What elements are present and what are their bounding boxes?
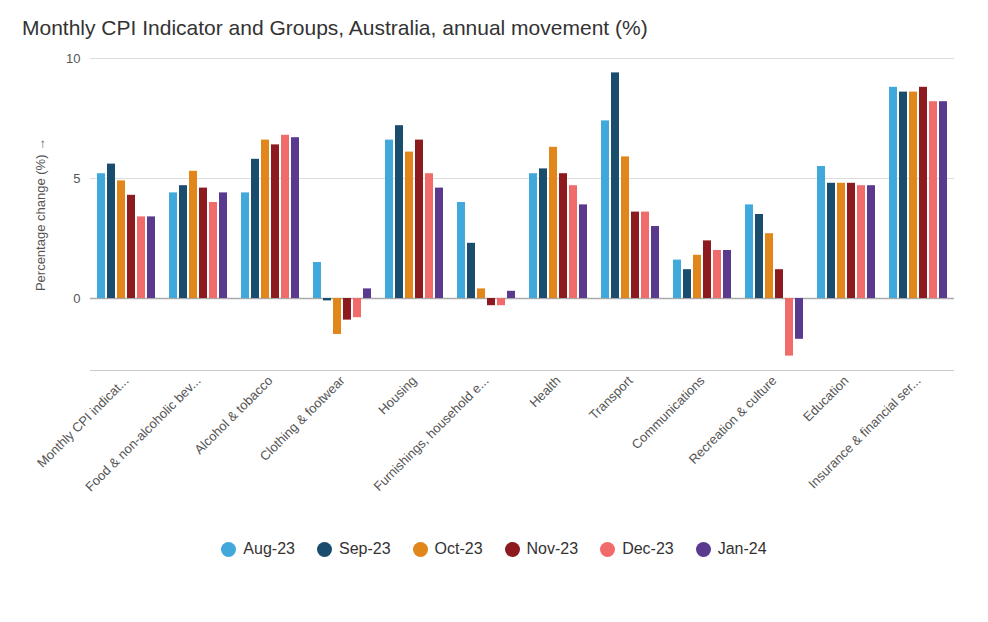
svg-text:5: 5 <box>73 171 80 186</box>
html-text:Monthly CPI Indicator and Grou: Monthly CPI Indicator and Groups, Austra… <box>22 16 648 39</box>
svg-text:Insurance & financial ser...: Insurance & financial ser... <box>805 373 923 491</box>
svg-text:Monthly CPI indicat...: Monthly CPI indicat... <box>34 373 132 471</box>
html-text:Jan-24: Jan-24 <box>717 540 767 557</box>
svg-text:Transport: Transport <box>586 373 636 423</box>
svg-text:Clothing & footwear: Clothing & footwear <box>257 372 348 463</box>
svg-text:Percentage change (%) →: Percentage change (%) → <box>33 138 48 291</box>
svg-text:Furnishings, household e...: Furnishings, household e... <box>371 373 492 494</box>
svg-text:Housing: Housing <box>375 373 419 417</box>
svg-text:Health: Health <box>526 373 563 410</box>
svg-text:Food & non-alcoholic bev...: Food & non-alcoholic bev... <box>82 373 203 494</box>
html-text:Nov-23: Nov-23 <box>526 540 579 557</box>
svg-text:0: 0 <box>73 291 80 306</box>
svg-text:Communications: Communications <box>628 373 707 452</box>
svg-text:Recreation & culture: Recreation & culture <box>686 373 780 467</box>
svg-text:Education: Education <box>800 373 851 424</box>
html-text:Aug-23: Aug-23 <box>243 540 295 557</box>
html-text:Sep-23: Sep-23 <box>339 540 391 557</box>
svg-text:Alcohol & tobacco: Alcohol & tobacco <box>191 373 275 457</box>
svg-text:10: 10 <box>66 51 80 66</box>
html-text:Oct-23: Oct-23 <box>434 540 483 557</box>
html-text:Dec-23: Dec-23 <box>622 540 674 557</box>
